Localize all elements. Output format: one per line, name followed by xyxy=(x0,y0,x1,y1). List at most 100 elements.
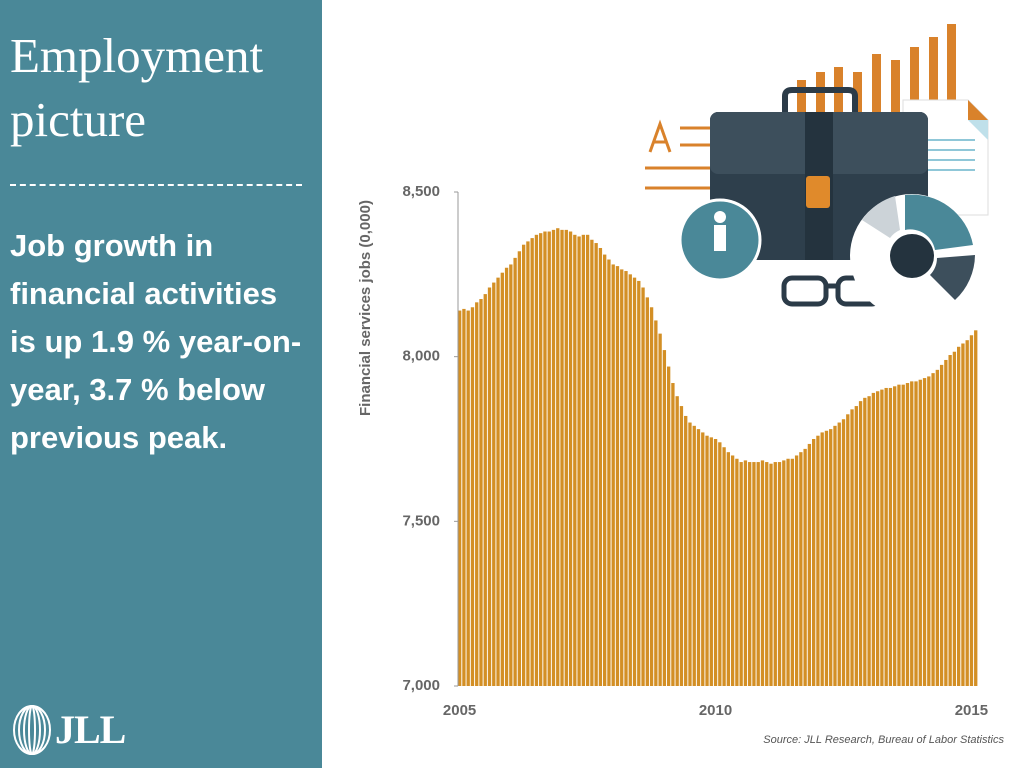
bar xyxy=(905,383,910,686)
bar xyxy=(897,384,901,686)
bar xyxy=(957,346,961,686)
bar xyxy=(743,460,748,686)
bar xyxy=(935,369,940,686)
bar xyxy=(632,277,637,686)
bar xyxy=(910,381,914,686)
bar xyxy=(624,271,628,686)
illustration xyxy=(645,24,989,318)
bar xyxy=(739,462,743,686)
y-tick-label: 8,000 xyxy=(402,348,440,365)
bar xyxy=(462,308,466,686)
bar xyxy=(658,333,662,686)
y-axis-label: Financial services jobs (0,000) xyxy=(357,200,374,416)
bar xyxy=(850,409,854,686)
source-note: Source: JLL Research, Bureau of Labor St… xyxy=(763,734,1004,746)
bar xyxy=(504,267,509,686)
bar xyxy=(713,439,718,686)
bar xyxy=(846,414,850,686)
slide-title: Employment picture xyxy=(10,28,264,147)
bar xyxy=(671,383,675,686)
bar xyxy=(914,381,918,686)
bar xyxy=(901,384,905,686)
bar xyxy=(765,462,769,686)
bar xyxy=(769,463,773,686)
bar xyxy=(961,343,965,686)
bar xyxy=(790,458,794,686)
logo-mark xyxy=(13,705,51,755)
bar xyxy=(794,455,799,686)
bar xyxy=(649,307,654,686)
bar xyxy=(581,234,586,686)
bar xyxy=(458,310,462,686)
plot: 2005 2010 2015 7,000 7,500 8,000 8,500 xyxy=(402,183,988,719)
bar xyxy=(927,376,931,686)
bar xyxy=(777,462,782,686)
bar xyxy=(547,231,551,686)
bar xyxy=(628,274,632,686)
bar xyxy=(620,269,624,686)
bar xyxy=(466,310,470,686)
x-tick-label: 2005 xyxy=(443,702,476,719)
bar xyxy=(560,229,564,686)
bar xyxy=(773,462,777,686)
bar xyxy=(833,425,837,686)
bar xyxy=(944,359,948,686)
bar xyxy=(811,439,816,686)
bar xyxy=(939,364,944,686)
bar xyxy=(730,455,735,686)
bar xyxy=(641,287,645,686)
bar xyxy=(705,435,709,686)
logo-text: JLL xyxy=(55,707,126,752)
bar xyxy=(760,460,765,686)
bar xyxy=(893,386,897,686)
bar xyxy=(820,432,824,686)
bar xyxy=(922,378,927,686)
bar xyxy=(888,387,893,686)
bar xyxy=(666,366,671,686)
bar xyxy=(931,373,935,686)
bar xyxy=(679,406,684,686)
bar xyxy=(637,280,641,686)
bar xyxy=(530,238,534,686)
bar xyxy=(517,251,522,686)
bar xyxy=(603,254,607,686)
x-tick-label: 2015 xyxy=(955,702,988,719)
bar xyxy=(654,320,658,686)
bar xyxy=(726,452,731,686)
bar xyxy=(513,257,517,686)
bar xyxy=(500,272,504,686)
bar xyxy=(590,239,594,686)
bar xyxy=(534,234,539,686)
bar xyxy=(594,243,598,686)
bar xyxy=(863,397,867,686)
bar xyxy=(701,432,705,686)
bar xyxy=(718,442,722,686)
bar xyxy=(487,287,492,686)
bar xyxy=(880,389,884,686)
bar xyxy=(539,233,543,686)
bar xyxy=(824,430,829,686)
bar xyxy=(807,443,812,686)
bar xyxy=(837,422,841,686)
bar xyxy=(969,335,974,686)
bar xyxy=(756,462,760,686)
bar xyxy=(585,234,590,686)
bar xyxy=(965,340,969,686)
bar xyxy=(752,462,756,686)
bar xyxy=(722,447,726,686)
bar xyxy=(782,460,786,686)
bar xyxy=(867,396,871,686)
bar xyxy=(607,259,611,686)
bar xyxy=(543,231,547,686)
bar xyxy=(735,458,739,686)
bar xyxy=(577,236,581,686)
bar xyxy=(799,452,803,686)
y-tick-label: 7,500 xyxy=(402,512,440,529)
bar xyxy=(556,228,560,686)
bar xyxy=(526,241,530,686)
bar xyxy=(884,387,888,686)
bar xyxy=(615,266,620,686)
bar xyxy=(483,294,487,686)
bar xyxy=(692,425,696,686)
